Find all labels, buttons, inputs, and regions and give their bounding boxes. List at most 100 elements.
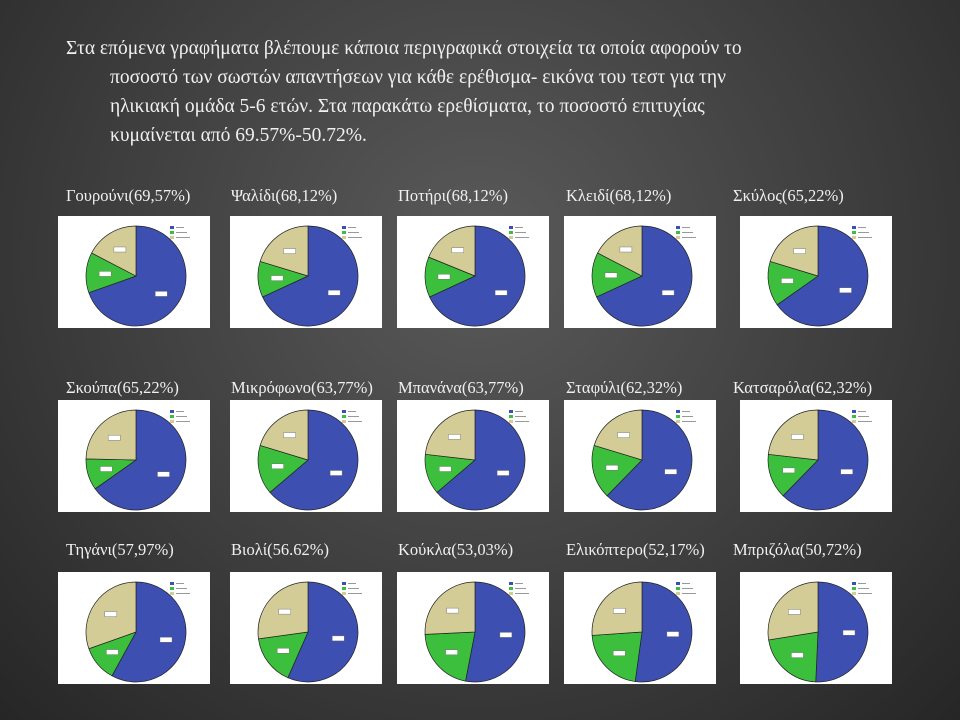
legend-swatch	[509, 226, 513, 229]
slice-value-label	[664, 468, 677, 475]
legend-swatch	[170, 415, 174, 418]
pie-chart-svg	[85, 225, 190, 327]
legend-swatch	[676, 415, 680, 418]
pie-chart	[58, 572, 210, 684]
slice-value-label	[791, 652, 804, 658]
legend-swatch	[342, 236, 346, 239]
slice-value-label	[283, 432, 296, 438]
pie-slice	[94, 409, 187, 511]
chart-label: Βιολί(56.62%)	[231, 540, 329, 559]
pie-chart	[740, 572, 892, 684]
legend-swatch	[342, 587, 346, 590]
pie-chart	[58, 216, 210, 328]
chart-label-row: Τηγάνι(57,97%) Βιολί(56.62%) Κούκλα(53,03%…	[0, 540, 960, 566]
chart-label: Ψαλίδι(68,12%)	[231, 186, 338, 205]
legend-swatch	[509, 410, 513, 413]
legend-swatch	[509, 231, 513, 234]
slice-value-label	[270, 275, 284, 281]
chart-label: Κούκλα(53,03%)	[398, 540, 514, 559]
pie-slice	[258, 631, 309, 679]
slice-value-label	[446, 607, 459, 614]
pie-slice	[85, 409, 137, 461]
slice-value-label	[782, 467, 795, 474]
pie-chart-svg	[85, 409, 190, 511]
chart-label: Ελικόπτερο(52,17%)	[566, 540, 705, 559]
slice-value-label	[159, 636, 173, 643]
slice-value-label	[113, 246, 127, 253]
legend-swatch	[342, 231, 346, 234]
legend-swatch	[676, 410, 680, 413]
pie-slice	[596, 225, 693, 327]
slice-value-label	[791, 434, 804, 440]
slice-value-label	[661, 289, 675, 296]
pie-slice	[424, 631, 476, 682]
slice-value-label	[445, 649, 458, 656]
pie-chart	[564, 572, 716, 684]
slice-value-label	[781, 278, 794, 284]
pie-chart	[564, 216, 716, 328]
pie-chart	[58, 400, 210, 512]
legend-swatch	[852, 236, 856, 239]
legend-swatch	[676, 587, 680, 590]
intro-text: Στα επόμενα γραφήματα βλέπουμε κάποια πε…	[66, 34, 916, 150]
legend-swatch	[170, 226, 174, 229]
slice-value-label	[327, 289, 341, 296]
slice-value-label	[840, 468, 853, 475]
slice-value-label	[451, 247, 464, 253]
legend-swatch	[852, 587, 856, 590]
legend-swatch	[509, 587, 513, 590]
slice-value-label	[271, 463, 284, 469]
pie-slice	[111, 581, 187, 683]
pie-slice	[606, 409, 693, 511]
pie-chart-svg	[424, 581, 529, 683]
chart-label: Γουρούνι(69,57%)	[66, 186, 191, 205]
legend-swatch	[342, 582, 346, 585]
legend-swatch	[509, 236, 513, 239]
slice-value-label	[439, 466, 452, 472]
slice-value-label	[448, 434, 461, 440]
legend-swatch	[342, 410, 346, 413]
legend-swatch	[342, 420, 346, 423]
pie-slice	[776, 225, 869, 327]
slice-value-label	[104, 611, 117, 617]
slice-value-label	[100, 466, 113, 472]
slice-value-label	[157, 471, 170, 478]
pie-slice	[287, 581, 359, 683]
chart-label: Σταφύλι(62,32%)	[566, 378, 683, 397]
legend-swatch	[676, 231, 680, 234]
pie-slice	[88, 225, 187, 327]
legend-swatch	[170, 236, 174, 239]
pie-chart-svg	[257, 225, 362, 327]
legend-swatch	[509, 420, 513, 423]
pie-slice	[436, 409, 526, 511]
slice-value-label	[613, 650, 626, 656]
pie-slice	[591, 444, 643, 497]
pie-chart-svg	[257, 581, 362, 683]
pie-chart-svg	[85, 581, 190, 683]
legend-swatch	[170, 592, 174, 595]
intro-line: ποσοστό των σωστών απαντήσεων για κάθε ε…	[110, 67, 726, 88]
legend-swatch	[676, 420, 680, 423]
legend-swatch	[170, 231, 174, 234]
slice-value-label	[666, 631, 680, 637]
slice-value-label	[155, 291, 168, 297]
slice-value-label	[332, 635, 345, 642]
chart-label: Σκύλος(65,22%)	[733, 186, 844, 205]
legend-swatch	[170, 587, 174, 590]
pie-chart-svg	[591, 581, 696, 683]
slice-value-label	[617, 432, 630, 438]
pie-slice	[465, 581, 526, 683]
chart-label-row: Σκούπα(65,22%) Μικρόφωνο(63,77%) Μπανάνα(6…	[0, 378, 960, 404]
slice-value-label	[499, 632, 513, 638]
legend-swatch	[509, 415, 513, 418]
slice-value-label	[605, 464, 619, 471]
slice-value-label	[842, 630, 856, 636]
pie-chart	[397, 572, 549, 684]
slice-value-label	[793, 248, 806, 254]
intro-line: ηλικιακή ομάδα 5-6 ετών. Στα παρακάτω ερ…	[110, 96, 705, 117]
slice-value-label	[839, 287, 852, 294]
legend-swatch	[852, 410, 856, 413]
pie-slice	[429, 225, 526, 327]
slice-value-label	[106, 649, 119, 655]
slice-value-label	[494, 289, 508, 296]
